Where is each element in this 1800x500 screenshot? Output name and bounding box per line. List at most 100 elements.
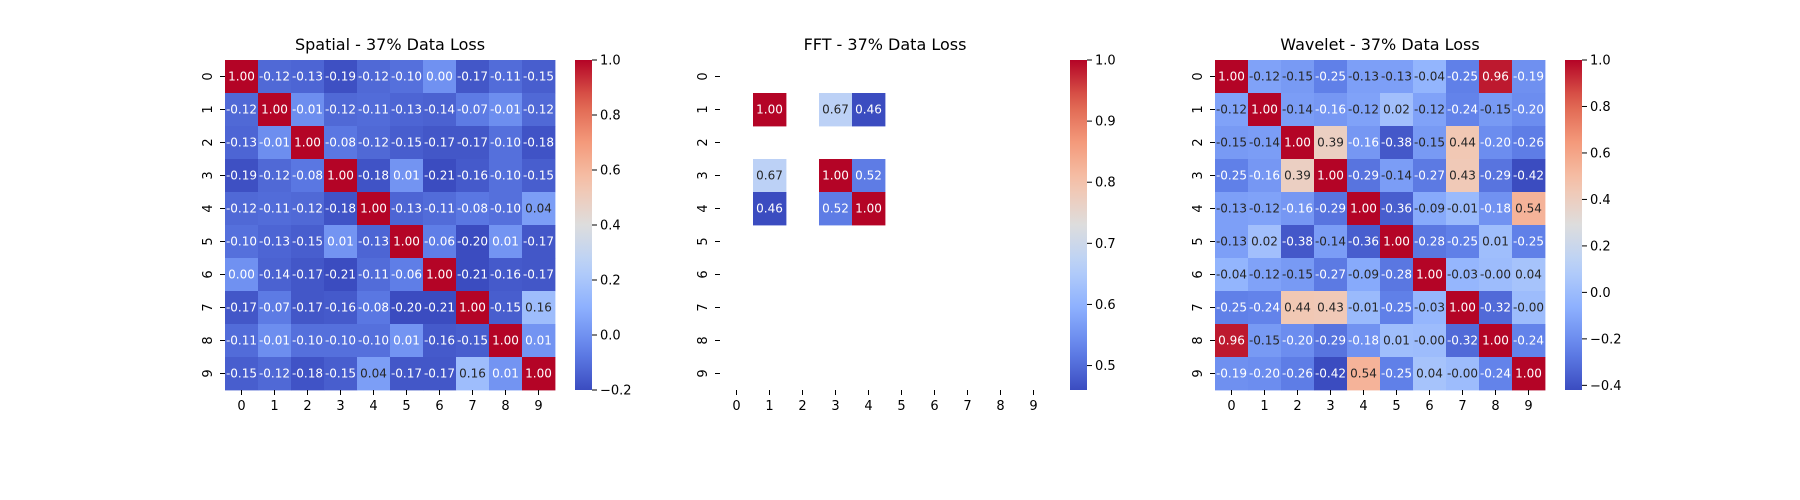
heatmap-cell-2-0-2: [1281, 60, 1315, 94]
chart-title-2: Wavelet - 37% Data Loss: [1280, 35, 1479, 54]
heatmap-cell-0-2-2: [291, 126, 325, 160]
cell-label-0-0-1: -0.12: [259, 70, 290, 84]
cell-label-1-3-1: 0.67: [756, 169, 783, 183]
cell-label-0-2-6: -0.17: [424, 136, 455, 150]
heatmap-cell-0-5-0: [225, 225, 259, 259]
y-tick-label-2-8: 8: [1191, 336, 1206, 344]
heatmap-cell-0-8-9: [522, 324, 556, 358]
heatmap-cell-2-5-1: [1248, 225, 1282, 259]
x-tick-label-1-8: 8: [996, 399, 1004, 414]
heatmap-cell-2-2-6: [1413, 126, 1447, 160]
heatmap-cell-0-6-9: [522, 258, 556, 292]
cell-label-2-4-1: -0.12: [1249, 202, 1280, 216]
heatmap-cell-2-8-6: [1413, 324, 1447, 358]
cell-label-2-0-0: 1.00: [1218, 70, 1245, 84]
cell-label-0-1-6: -0.14: [424, 103, 455, 117]
cell-label-0-9-6: -0.17: [424, 367, 455, 381]
cell-label-2-2-6: -0.15: [1414, 136, 1445, 150]
cell-label-2-4-6: -0.09: [1414, 202, 1445, 216]
colorbar-tick-label-2-7: 1.0: [1590, 54, 1611, 69]
cell-label-2-1-1: 1.00: [1251, 103, 1278, 117]
heatmap-cell-0-3-4: [357, 159, 391, 193]
cell-label-0-7-3: -0.16: [325, 301, 356, 315]
cell-label-0-4-3: -0.18: [325, 202, 356, 216]
heatmap-cell-0-1-3: [324, 93, 358, 127]
cell-label-0-1-5: -0.13: [391, 103, 422, 117]
cell-label-2-3-4: -0.29: [1348, 169, 1379, 183]
heatmap-cell-0-6-3: [324, 258, 358, 292]
cell-label-0-0-9: -0.15: [523, 70, 554, 84]
cell-label-0-6-0: 0.00: [228, 268, 255, 282]
y-tick-label-0-1: 1: [201, 105, 216, 113]
heatmap-cell-2-1-5: [1380, 93, 1414, 127]
cell-label-0-3-7: -0.16: [457, 169, 488, 183]
heatmap-cell-2-1-2: [1281, 93, 1315, 127]
cell-label-0-5-3: 0.01: [327, 235, 354, 249]
heatmap-cell-2-4-5: [1380, 192, 1414, 226]
heatmap-cell-2-6-7: [1446, 258, 1480, 292]
cell-label-0-8-1: -0.01: [259, 334, 290, 348]
cell-label-2-5-8: 0.01: [1482, 235, 1509, 249]
cell-label-2-8-2: -0.20: [1282, 334, 1313, 348]
cell-label-0-6-6: 1.00: [426, 268, 453, 282]
x-tick-label-1-4: 4: [864, 399, 872, 414]
cell-label-2-4-8: -0.18: [1480, 202, 1511, 216]
heatmap-cell-2-3-1: [1248, 159, 1282, 193]
cell-label-0-1-2: -0.01: [292, 103, 323, 117]
cell-label-2-0-8: 0.96: [1482, 70, 1509, 84]
heatmap-cell-2-7-6: [1413, 291, 1447, 325]
heatmap-cell-0-0-2: [291, 60, 325, 94]
x-tick-label-1-6: 6: [930, 399, 938, 414]
heatmap-cell-0-0-0: [225, 60, 259, 94]
heatmap-cell-0-9-1: [258, 357, 292, 391]
heatmap-cell-0-5-1: [258, 225, 292, 259]
colorbar-tick-label-2-5: 0.6: [1590, 146, 1611, 161]
heatmap-cell-0-4-3: [324, 192, 358, 226]
heatmap-cell-2-7-8: [1479, 291, 1513, 325]
y-tick-label-2-4: 4: [1191, 204, 1206, 212]
cell-label-2-0-9: -0.19: [1513, 70, 1544, 84]
colorbar-tick-label-1-0: 0.5: [1095, 359, 1116, 374]
heatmap-cell-0-5-8: [489, 225, 523, 259]
cell-label-2-8-8: 1.00: [1482, 334, 1509, 348]
heatmap-cell-0-0-5: [390, 60, 424, 94]
heatmap-cell-2-3-0: [1215, 159, 1249, 193]
y-tick-label-1-6: 6: [696, 270, 711, 278]
cell-label-2-6-3: -0.27: [1315, 268, 1346, 282]
heatmap-cell-0-9-7: [456, 357, 490, 391]
heatmap-cell-2-8-1: [1248, 324, 1282, 358]
cell-label-2-3-3: 1.00: [1317, 169, 1344, 183]
heatmap-cell-2-7-5: [1380, 291, 1414, 325]
cell-label-0-1-8: -0.01: [490, 103, 521, 117]
cell-label-2-0-6: -0.04: [1414, 70, 1445, 84]
cell-label-0-3-6: -0.21: [424, 169, 455, 183]
cell-label-2-2-5: -0.38: [1381, 136, 1412, 150]
heatmap-cell-2-9-9: [1512, 357, 1546, 391]
heatmap-cell-1-1-3: [819, 93, 853, 127]
heatmap-cell-0-7-4: [357, 291, 391, 325]
cell-label-0-5-0: -0.10: [226, 235, 257, 249]
heatmap-cell-0-1-7: [456, 93, 490, 127]
heatmap-cell-0-6-4: [357, 258, 391, 292]
cell-label-2-5-6: -0.28: [1414, 235, 1445, 249]
heatmap-cell-0-1-1: [258, 93, 292, 127]
heatmap-cell-2-5-4: [1347, 225, 1381, 259]
cell-label-0-9-8: 0.01: [492, 367, 519, 381]
heatmap-cell-0-7-5: [390, 291, 424, 325]
cell-label-0-5-9: -0.17: [523, 235, 554, 249]
colorbar-tick-label-2-2: 0.0: [1590, 286, 1611, 301]
cell-label-0-1-1: 1.00: [261, 103, 288, 117]
cell-label-0-3-4: -0.18: [358, 169, 389, 183]
cell-label-0-5-4: -0.13: [358, 235, 389, 249]
cell-label-2-7-2: 0.44: [1284, 301, 1311, 315]
cell-label-0-6-4: -0.11: [358, 268, 389, 282]
y-tick-label-0-6: 6: [201, 270, 216, 278]
cell-label-0-2-3: -0.08: [325, 136, 356, 150]
heatmap-cell-2-4-0: [1215, 192, 1249, 226]
heatmap-cell-2-7-2: [1281, 291, 1315, 325]
cell-label-0-0-0: 1.00: [228, 70, 255, 84]
cell-label-2-5-3: -0.14: [1315, 235, 1346, 249]
y-tick-label-0-4: 4: [201, 204, 216, 212]
heatmap-cell-0-3-5: [390, 159, 424, 193]
